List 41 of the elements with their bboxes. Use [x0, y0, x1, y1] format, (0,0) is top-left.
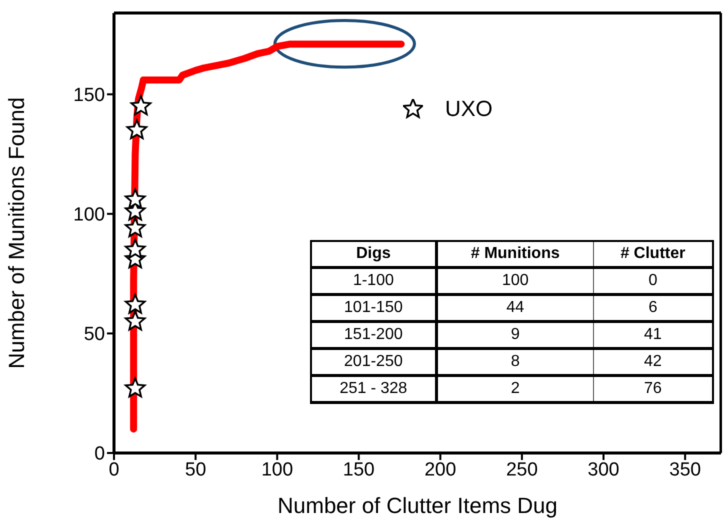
point [130, 95, 152, 116]
y-tick-label: 150 [73, 85, 105, 106]
data-label: 44 [436, 294, 594, 322]
point [124, 310, 146, 330]
point [124, 378, 146, 398]
data-label: 42 [593, 348, 713, 376]
x-tick-label: 50 [185, 459, 206, 480]
point [124, 238, 146, 259]
point [124, 217, 146, 238]
category-label: 251 - 328 [311, 376, 436, 402]
x-tick-label: 150 [342, 459, 375, 480]
data-label: 100 [436, 268, 594, 294]
data-label: 41 [593, 322, 713, 348]
data-label: 0 [593, 268, 713, 294]
data-label: 76 [593, 376, 713, 402]
category-label: 101-150 [311, 294, 436, 322]
y-axis-title: Number of Munitions Found [4, 97, 29, 369]
x-tick-label: 350 [669, 459, 701, 480]
category-label: 151-200 [311, 322, 436, 348]
legend-label: UXO [445, 96, 493, 122]
series-label: # Munitions [436, 241, 594, 268]
point [124, 294, 146, 314]
y-tick-label: 50 [84, 324, 105, 346]
y-tick-label: 100 [73, 204, 105, 226]
data-label: 2 [436, 376, 594, 402]
point [126, 119, 148, 140]
category-label: 201-250 [311, 348, 436, 376]
data-label: 8 [436, 348, 594, 376]
category-label: 1-100 [311, 268, 436, 294]
x-tick-label: 250 [506, 459, 538, 480]
data-label: 9 [436, 322, 594, 348]
point [124, 188, 146, 209]
x-tick-label: 300 [588, 459, 620, 480]
text: # Clutter [593, 241, 713, 268]
y-tick-label: 0 [94, 444, 105, 465]
x-tick-label: 100 [261, 459, 294, 480]
x-tick-label: 200 [424, 459, 456, 480]
x-tick-label: 0 [108, 459, 120, 480]
text: Digs [311, 241, 436, 268]
data-label: 6 [593, 294, 713, 322]
x-axis-title: Number of Clutter Items Dug [278, 493, 558, 518]
